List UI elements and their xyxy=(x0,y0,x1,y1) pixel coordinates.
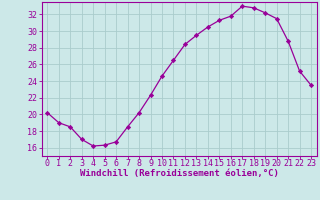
X-axis label: Windchill (Refroidissement éolien,°C): Windchill (Refroidissement éolien,°C) xyxy=(80,169,279,178)
